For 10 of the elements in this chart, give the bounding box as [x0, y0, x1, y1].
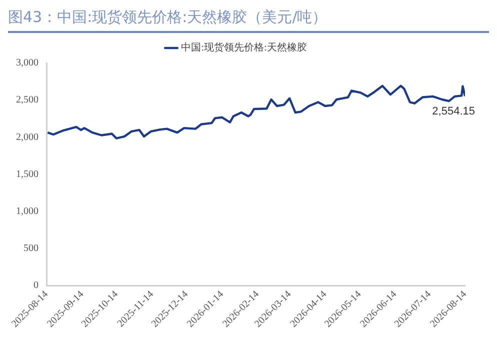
y-tick-label: 1,500 — [16, 168, 38, 180]
chart-title: 图43：中国:现货领先价格:天然橡胶（美元/吨） — [8, 8, 489, 33]
y-tick-label: 0 — [34, 280, 38, 292]
y-tick-label: 500 — [24, 243, 38, 254]
legend-label: 中国:现货领先价格:天然橡胶 — [181, 42, 307, 54]
annotation: 2,554.15 — [432, 106, 475, 118]
y-tick-label: 1,000 — [16, 206, 38, 217]
y-tick-label: 2,000 — [16, 132, 38, 143]
y-tick-label: 2,500 — [16, 94, 38, 106]
y-tick-label: 3,000 — [16, 58, 38, 69]
